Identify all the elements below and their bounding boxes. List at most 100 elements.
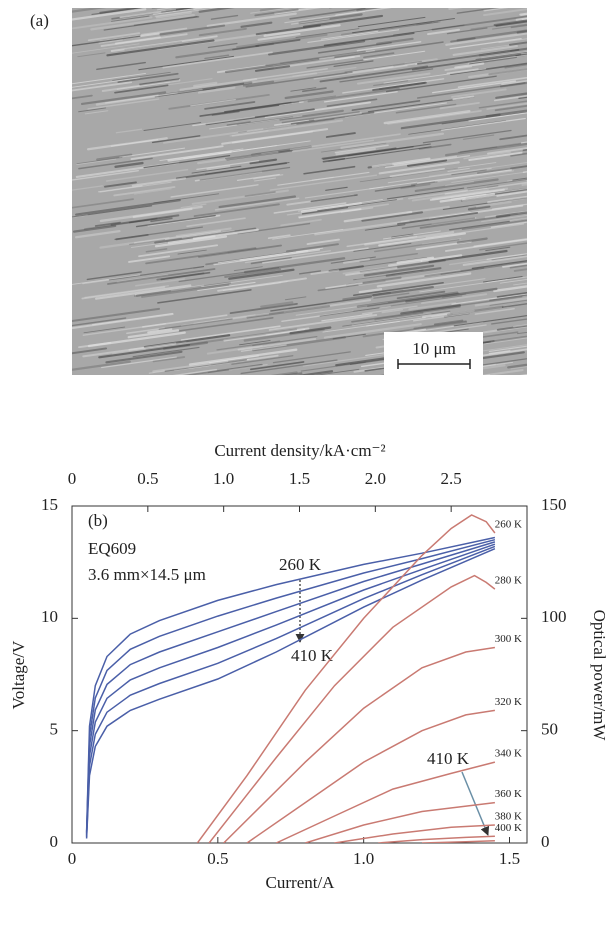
streak	[400, 304, 461, 315]
streak	[90, 13, 195, 31]
streak	[277, 171, 370, 186]
streak	[381, 308, 404, 314]
streak	[530, 270, 570, 276]
streak	[189, 328, 298, 346]
streak	[188, 348, 298, 366]
streak	[341, 21, 433, 36]
streak	[105, 350, 183, 364]
streak	[290, 18, 330, 25]
streak	[216, 62, 281, 74]
y2-tick-label: 0	[541, 832, 550, 851]
streak	[420, 293, 488, 305]
streak	[494, 95, 527, 102]
streak	[431, 309, 475, 318]
streak	[196, 160, 260, 171]
streak	[191, 165, 242, 174]
streak	[204, 101, 256, 110]
streak	[363, 50, 426, 61]
streak	[481, 214, 527, 223]
streak	[467, 185, 499, 191]
series-label: 340 K	[495, 748, 522, 760]
streak	[454, 62, 485, 69]
streak	[358, 288, 383, 294]
streak	[487, 195, 527, 204]
streak	[352, 17, 455, 34]
streak	[501, 302, 527, 308]
y2-axis-label: Optical power/mW	[590, 610, 609, 742]
streak	[488, 67, 527, 76]
streak	[342, 265, 398, 275]
streak	[486, 253, 527, 260]
streak	[452, 95, 475, 101]
streak	[302, 14, 384, 28]
streak	[353, 269, 424, 281]
x-tick-label: 0.5	[207, 849, 228, 868]
y-tick-label: 0	[50, 832, 59, 851]
streak	[429, 188, 505, 201]
streak	[193, 203, 280, 218]
streak	[133, 15, 198, 26]
power-curve	[246, 709, 496, 843]
streak	[317, 41, 392, 54]
streak	[387, 259, 423, 267]
scale-bar-box	[384, 332, 483, 375]
streak	[115, 233, 149, 241]
streak	[420, 254, 463, 262]
streak	[193, 81, 218, 88]
streak	[265, 50, 366, 67]
streak	[150, 217, 173, 223]
streak	[509, 217, 527, 222]
streak	[210, 14, 239, 20]
streak	[485, 109, 527, 118]
x2-tick-label: 1.5	[289, 469, 310, 488]
streak	[439, 192, 496, 203]
streak	[191, 189, 289, 205]
streak	[199, 166, 291, 181]
streak	[94, 221, 121, 227]
x2-axis-label: Current density/kA·cm⁻²	[214, 441, 385, 460]
streak	[451, 169, 487, 176]
streak	[139, 78, 180, 85]
streak	[229, 302, 298, 315]
y2-tick-label: 100	[541, 607, 567, 626]
streak	[366, 320, 400, 327]
streak	[411, 189, 489, 202]
streak	[390, 0, 486, 7]
streak	[180, 312, 270, 327]
streak	[76, 156, 123, 165]
streak	[449, 62, 527, 75]
streak	[362, 321, 468, 338]
streak	[117, 72, 179, 83]
streak	[321, 313, 373, 322]
streak	[95, 284, 192, 300]
streak	[400, 113, 501, 130]
streak	[272, 351, 351, 364]
streak	[233, 266, 263, 272]
streak	[111, 348, 146, 356]
streak	[281, 111, 360, 124]
streak	[517, 211, 527, 215]
streak	[378, 232, 466, 247]
streak	[116, 81, 171, 90]
streak	[400, 211, 471, 223]
streak	[75, 198, 181, 216]
streak	[496, 324, 527, 331]
streak	[458, 146, 498, 153]
streak	[335, 147, 376, 156]
streak	[345, 266, 398, 276]
streak	[495, 92, 527, 99]
streak	[510, 165, 527, 170]
streak	[133, 290, 171, 297]
streak	[325, 132, 356, 138]
streak	[490, 221, 527, 228]
streak	[134, 284, 205, 297]
streak	[363, 264, 435, 277]
streak	[159, 24, 226, 36]
streak	[262, 247, 369, 264]
streak	[451, 171, 527, 183]
streak	[531, 76, 574, 82]
streak	[395, 103, 457, 114]
streak	[493, 285, 527, 293]
streak	[222, 280, 288, 291]
streak	[513, 282, 527, 286]
